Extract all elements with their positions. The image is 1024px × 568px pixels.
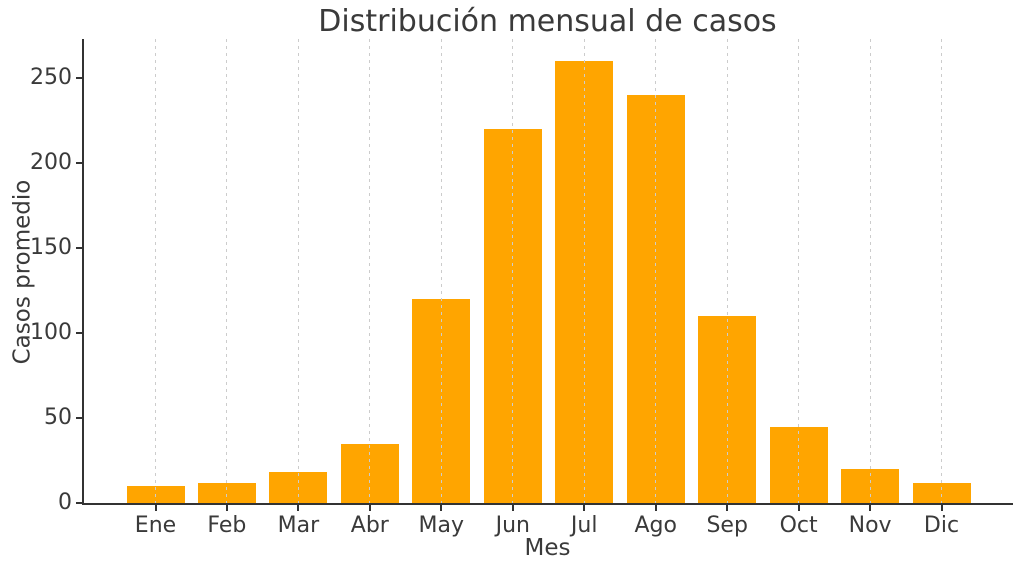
- x-tick: [297, 505, 300, 511]
- x-tick-label-feb: Feb: [207, 513, 247, 538]
- gridline: [440, 39, 442, 503]
- gridline: [155, 39, 156, 503]
- x-tick: [368, 505, 371, 511]
- x-tick: [583, 505, 586, 511]
- gridline: [941, 39, 942, 503]
- x-axis-label: Mes: [524, 535, 571, 561]
- y-tick-label-200: 200: [30, 150, 72, 176]
- x-tick-label-dic: Dic: [923, 513, 960, 538]
- plot-area: [82, 39, 1013, 505]
- gridline: [512, 39, 514, 503]
- y-tick: [76, 247, 82, 250]
- y-tick: [76, 502, 82, 504]
- x-tick: [225, 505, 228, 511]
- x-tick-label-mar: Mar: [277, 513, 320, 538]
- y-tick-label-0: 0: [58, 490, 72, 515]
- gridline: [226, 39, 228, 503]
- y-tick-label-250: 250: [30, 65, 72, 91]
- gridline: [798, 39, 800, 503]
- gridline: [655, 39, 657, 503]
- x-tick: [940, 505, 943, 511]
- x-tick-label-ago: Ago: [634, 513, 677, 538]
- x-tick-label-oct: Oct: [779, 513, 818, 538]
- y-tick-label-100: 100: [30, 320, 72, 345]
- y-tick-label-150: 150: [30, 235, 72, 261]
- x-tick: [869, 505, 872, 511]
- x-tick-label-abr: Abr: [350, 513, 389, 538]
- x-tick: [726, 505, 729, 511]
- x-tick-label-ene: Ene: [134, 513, 177, 538]
- gridline: [297, 39, 299, 503]
- y-tick: [76, 77, 82, 80]
- y-tick: [76, 162, 82, 165]
- x-tick-label-may: May: [418, 513, 465, 538]
- gridline: [869, 39, 871, 503]
- y-tick: [76, 417, 82, 419]
- x-tick: [654, 505, 657, 511]
- x-tick-label-jun: Jun: [495, 513, 530, 538]
- x-tick: [511, 505, 514, 511]
- gridline: [369, 39, 371, 503]
- x-tick-label-nov: Nov: [848, 513, 892, 538]
- x-tick: [440, 505, 443, 511]
- x-tick-label-sep: Sep: [706, 513, 748, 538]
- y-tick: [76, 332, 82, 334]
- gridline: [583, 39, 585, 503]
- x-tick: [154, 505, 157, 511]
- x-tick: [797, 505, 800, 511]
- y-tick-label-50: 50: [44, 405, 72, 430]
- x-tick-label-jul: Jul: [570, 513, 598, 538]
- chart-title: Distribución mensual de casos: [318, 4, 777, 39]
- gridline: [726, 39, 728, 503]
